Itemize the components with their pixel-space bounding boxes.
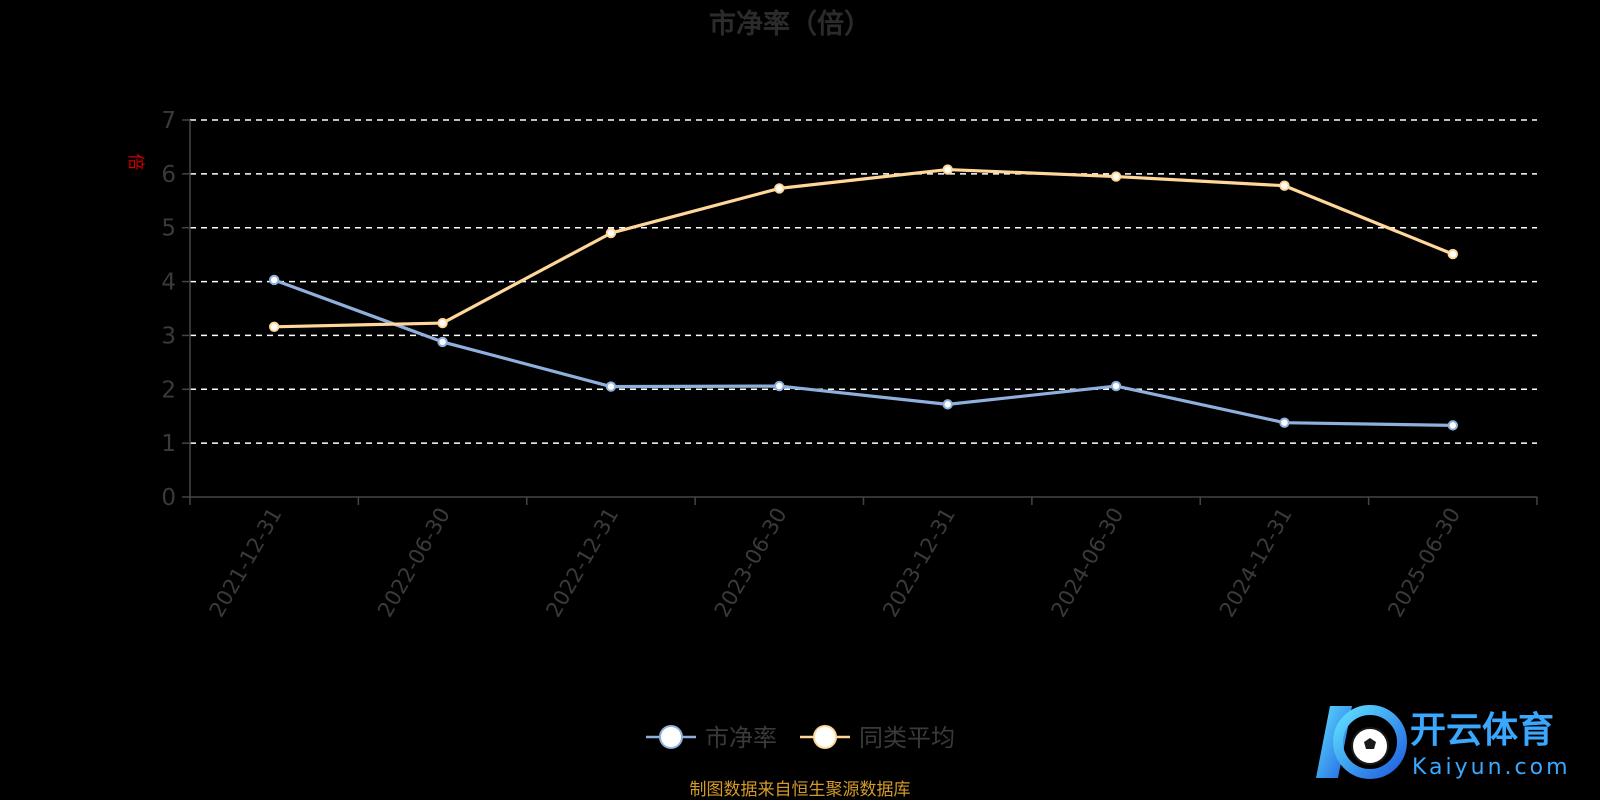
series-line-1 xyxy=(274,167,1454,329)
grid-lines xyxy=(190,119,1537,444)
legend-marker-1 xyxy=(813,725,837,749)
y-axis: 0 1 2 3 4 5 6 7 xyxy=(161,108,191,511)
legend-label-1: 同类平均 xyxy=(859,724,955,752)
data-point-1-3 xyxy=(774,183,785,194)
y-tick-label: 1 xyxy=(161,431,176,457)
data-point-0-2 xyxy=(605,381,617,392)
y-tick-label: 4 xyxy=(161,270,176,296)
y-tick-label: 0 xyxy=(161,485,176,511)
x-tick-label: 2021-12-31 xyxy=(205,504,287,622)
data-point-1-5 xyxy=(1110,171,1122,182)
data-point-1-2 xyxy=(605,227,617,239)
kaiyun-logo: 开云体育 Kaiyun.com xyxy=(1316,705,1571,780)
legend[interactable]: 市净率 同类平均 xyxy=(646,724,955,752)
x-tick-label: 2022-12-31 xyxy=(541,504,623,622)
data-point-1-0 xyxy=(268,321,280,333)
logo-url: Kaiyun.com xyxy=(1412,755,1571,780)
y-axis-unit-label: 倍 xyxy=(125,154,145,171)
series-group xyxy=(268,164,1459,431)
data-point-0-3 xyxy=(774,380,785,392)
x-tick-label: 2022-06-30 xyxy=(373,504,455,622)
legend-marker-0 xyxy=(659,725,683,749)
x-axis: 2021-12-31 2022-06-30 2022-12-31 2023-06-30… xyxy=(189,496,1538,622)
data-point-1-1 xyxy=(437,317,448,329)
data-point-0-4 xyxy=(942,399,953,410)
x-tick-label: 2024-06-30 xyxy=(1047,504,1129,622)
y-tick-label: 7 xyxy=(161,108,176,134)
data-point-0-7 xyxy=(1447,420,1459,431)
data-point-1-6 xyxy=(1279,180,1290,191)
legend-label-0: 市净率 xyxy=(705,724,777,752)
source-note: 制图数据来自恒生聚源数据库 xyxy=(690,780,911,800)
chart-title: 市净率（倍） xyxy=(709,8,871,40)
x-tick-label: 2023-12-31 xyxy=(878,504,960,622)
x-tick-label: 2025-06-30 xyxy=(1383,504,1465,622)
y-tick-label: 5 xyxy=(161,216,176,242)
y-tick-label: 3 xyxy=(161,323,176,349)
data-point-1-4 xyxy=(942,164,953,175)
x-tick-label: 2024-12-31 xyxy=(1215,504,1297,622)
data-point-0-1 xyxy=(437,336,448,348)
logo-name: 开云体育 xyxy=(1410,710,1554,751)
x-tick-label: 2023-06-30 xyxy=(710,504,792,622)
y-tick-label: 6 xyxy=(161,162,176,188)
data-point-0-5 xyxy=(1110,380,1122,392)
data-point-1-7 xyxy=(1447,248,1459,260)
series-line-0 xyxy=(273,278,1453,427)
data-point-0-0 xyxy=(268,274,280,286)
y-tick-label: 2 xyxy=(161,377,176,403)
data-point-0-6 xyxy=(1279,417,1290,428)
